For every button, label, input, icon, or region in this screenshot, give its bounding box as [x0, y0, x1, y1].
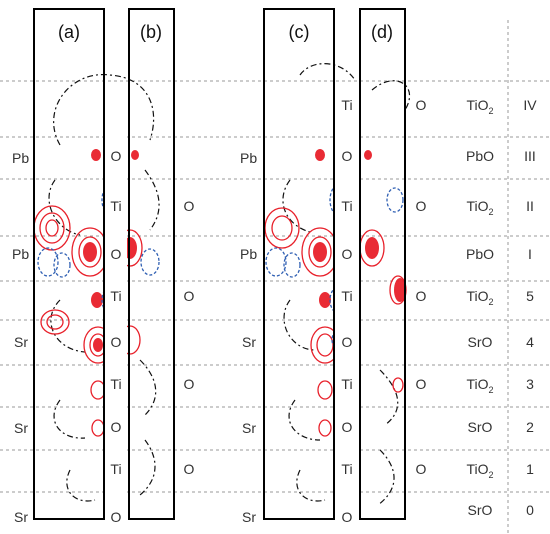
layer-guide-lines	[0, 80, 550, 493]
layer-formula: SrO	[468, 334, 493, 350]
species-label: Sr	[242, 509, 256, 525]
atom-label: Ti	[341, 461, 352, 477]
species-label: Pb	[240, 150, 257, 166]
panel-a-frame	[33, 8, 105, 520]
species-label: Sr	[14, 420, 28, 436]
layer-index: 3	[526, 376, 534, 392]
panel-frames	[33, 8, 406, 520]
oxygen-label: O	[184, 198, 195, 214]
species-label: Pb	[12, 150, 29, 166]
layer-formula: TiO2	[466, 97, 493, 116]
layer-formula: SrO	[468, 502, 493, 518]
layer-index: I	[528, 246, 532, 262]
layer-formula: TiO2	[466, 288, 493, 307]
panel-label-d: (d)	[371, 22, 393, 42]
oxygen-label: O	[416, 97, 427, 113]
atom-label: O	[111, 509, 122, 525]
atom-label: O	[111, 419, 122, 435]
atom-label: Ti	[341, 376, 352, 392]
atom-label: O	[111, 148, 122, 164]
layer-formula: SrO	[468, 419, 493, 435]
species-label: Sr	[242, 334, 256, 350]
layer-index: IV	[523, 97, 537, 113]
layer-index: 2	[526, 419, 534, 435]
layer-index: 4	[526, 334, 534, 350]
panel-label-b: (b)	[140, 22, 162, 42]
atom-label: O	[342, 148, 353, 164]
panel-b-frame	[128, 8, 175, 520]
atom-label: Ti	[341, 97, 352, 113]
layer-formula-column: TiO2 PbO TiO2 PbO TiO2 SrO TiO2 SrO TiO2…	[466, 97, 494, 518]
layer-index: 1	[526, 461, 534, 477]
oxygen-label: O	[416, 288, 427, 304]
layer-formula: TiO2	[466, 461, 493, 480]
atom-label: Ti	[341, 288, 352, 304]
species-label: Sr	[242, 420, 256, 436]
layer-formula: PbO	[466, 246, 494, 262]
species-label: Sr	[14, 334, 28, 350]
layer-index: III	[524, 148, 536, 164]
oxygen-label: O	[184, 376, 195, 392]
atom-label: Ti	[110, 288, 121, 304]
atom-label: Ti	[341, 198, 352, 214]
atom-label: O	[111, 246, 122, 262]
atom-label: Ti	[110, 198, 121, 214]
oxygen-label: O	[416, 461, 427, 477]
panel-label-a: (a)	[58, 22, 80, 42]
atom-label: Ti	[110, 376, 121, 392]
layer-index: II	[526, 198, 534, 214]
contour-map-a	[33, 74, 160, 502]
layer-formula: TiO2	[466, 198, 493, 217]
atom-label: O	[342, 246, 353, 262]
layer-formula: TiO2	[466, 376, 493, 395]
panel-c-frame	[263, 8, 335, 520]
oxygen-label: O	[184, 461, 195, 477]
atom-label: O	[342, 334, 353, 350]
oxygen-label: O	[184, 288, 195, 304]
layer-index: 0	[526, 502, 534, 518]
atom-label: O	[342, 419, 353, 435]
species-label: Sr	[14, 509, 28, 525]
layer-index-column: IV III II I 5 4 3 2 1 0	[523, 97, 537, 518]
panel-d-frame	[359, 8, 406, 520]
species-label: Pb	[240, 246, 257, 262]
species-label: Pb	[12, 246, 29, 262]
oxygen-label: O	[416, 198, 427, 214]
oxygen-label: O	[416, 376, 427, 392]
layer-formula: PbO	[466, 148, 494, 164]
atom-label: Ti	[110, 461, 121, 477]
atom-label: O	[342, 509, 353, 525]
layer-index: 5	[526, 288, 534, 304]
atom-label: O	[111, 334, 122, 350]
panel-label-c: (c)	[289, 22, 310, 42]
